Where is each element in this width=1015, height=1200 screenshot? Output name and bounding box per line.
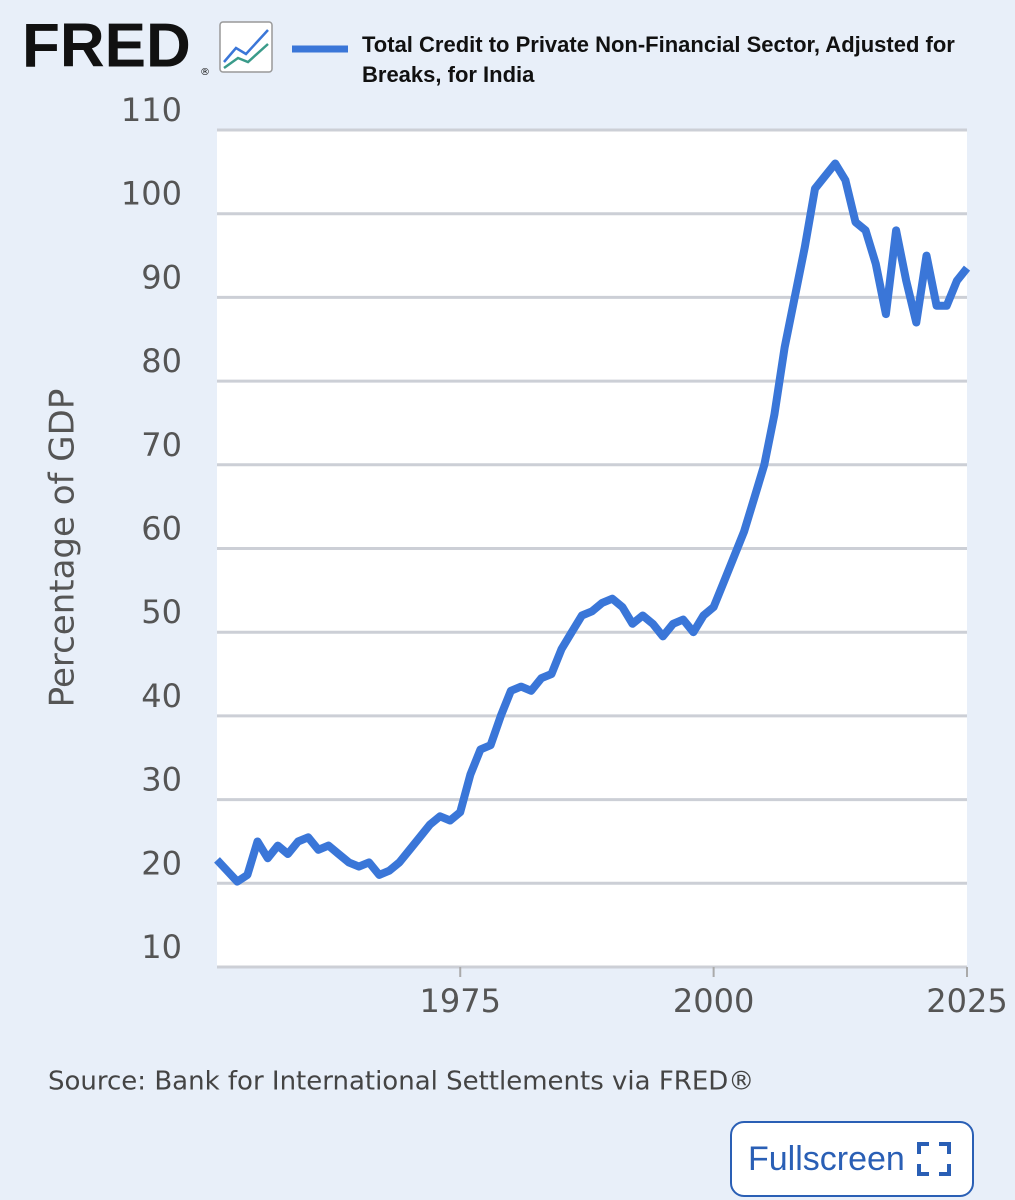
y-tick-label: 30 (141, 761, 182, 799)
y-tick-label: 70 (141, 426, 182, 464)
x-tick-label: 2000 (673, 982, 754, 1020)
logo-mark: ® (200, 67, 210, 78)
x-tick-label: 2025 (926, 982, 1007, 1020)
button-label: Fullscreen (748, 1139, 905, 1178)
legend-label: Total Credit to Private Non-Financial Se… (362, 32, 955, 87)
logo: FRED (22, 11, 191, 80)
data-line (214, 159, 971, 886)
y-tick-label: 80 (141, 342, 182, 380)
y-axis-label: Percentage of GDP (43, 389, 83, 708)
y-tick-label: 100 (121, 175, 182, 213)
fullscreen-button[interactable]: Fullscreen (730, 1121, 974, 1197)
y-tick-label: 10 (141, 928, 182, 966)
x-tick-label: 1975 (420, 982, 501, 1020)
y-tick-label: 60 (141, 510, 182, 548)
fullscreen-icon (916, 1142, 951, 1176)
y-tick-label: 20 (141, 844, 182, 882)
source: Source: Bank for International Settlemen… (48, 1067, 754, 1097)
y-tick-label: 90 (141, 258, 182, 296)
y-tick-label: 40 (141, 677, 182, 715)
logo-icon (219, 21, 273, 73)
y-tick-label: 110 (121, 91, 182, 129)
y-tick-label: 50 (141, 593, 182, 631)
